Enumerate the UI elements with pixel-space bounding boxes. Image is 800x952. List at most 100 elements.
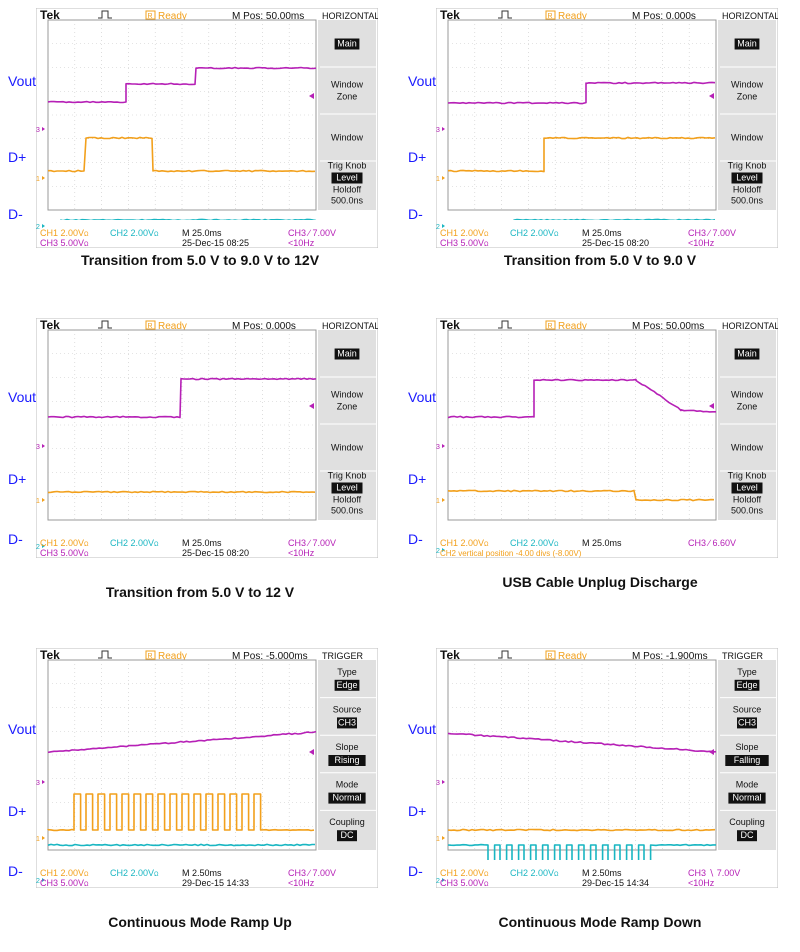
ch3-reference-marker: 3 <box>36 780 40 787</box>
trigger-frequency: <10Hz <box>288 238 315 248</box>
waveform-ch1 <box>48 491 315 492</box>
ch2-scale: CH2 2.00V <box>110 538 154 548</box>
ch1-reference-marker: 1 <box>36 498 40 505</box>
menu-label: Window <box>331 80 364 90</box>
menu-selected-value: Level <box>336 483 358 493</box>
trigger-readout: CH3 ∕ 7.00V <box>288 228 336 238</box>
ch1-scale: CH1 2.00V <box>440 538 484 548</box>
channel-label-dminus: D- <box>408 206 423 222</box>
menu-label: 500.0ns <box>731 196 764 206</box>
menu-selected-value: Main <box>737 349 757 359</box>
menu-label: Window <box>731 80 764 90</box>
menu-item-1[interactable]: Main <box>735 349 760 360</box>
menu-label: Trig Knob <box>728 471 767 481</box>
menu-selected-value: DC <box>741 830 754 840</box>
menu-label: Zone <box>337 402 358 412</box>
ch3-scale: CH3 5.00V <box>40 238 84 248</box>
menu-selected-value: Rising <box>334 755 359 765</box>
scope-screen-4: Tek R Ready M Pos: 50.00ms HORIZONTAL Main Win… <box>436 318 778 558</box>
menu-selected-value: Main <box>737 39 757 49</box>
menu-section-title: HORIZONTAL <box>722 11 778 21</box>
scope-screen-6: Tek R Ready M Pos: -1.900ms TRIGGERTypeEdgeS… <box>436 648 778 888</box>
menu-selected-value: Edge <box>736 680 757 690</box>
menu-label: Window <box>731 443 764 453</box>
vertical-position-readout: CH2 vertical position -4.00 divs (-8.00V… <box>440 549 582 558</box>
channel-label-dminus: D- <box>8 206 23 222</box>
bw-limit-icon: Ω <box>154 542 159 548</box>
bw-limit-icon: Ω <box>554 872 559 878</box>
ch1-scale: CH1 2.00V <box>440 228 484 238</box>
ch1-reference-marker: 1 <box>436 498 440 505</box>
bw-limit-icon: Ω <box>84 552 89 558</box>
bw-limit-icon: Ω <box>484 882 489 888</box>
menu-label: Coupling <box>729 817 765 827</box>
menu-label: Coupling <box>329 817 365 827</box>
timestamp: 25-Dec-15 08:20 <box>582 238 649 248</box>
menu-label: Zone <box>737 92 758 102</box>
panel-caption-5: Continuous Mode Ramp Up <box>0 914 400 930</box>
channel-label-dplus: D+ <box>408 471 426 487</box>
menu-item-1[interactable]: Main <box>335 349 360 360</box>
bw-limit-icon: Ω <box>154 872 159 878</box>
menu-label: Type <box>337 667 357 677</box>
ch1-reference-marker: 1 <box>436 176 440 183</box>
ch2-scale: CH2 2.00V <box>110 868 154 878</box>
ch1-scale: CH1 2.00V <box>440 868 484 878</box>
scope-screen-1: Tek R Ready M Pos: 50.00ms HORIZONTAL Main Win… <box>36 8 378 248</box>
panel-caption-6: Continuous Mode Ramp Down <box>400 914 800 930</box>
ch1-reference-marker: 1 <box>36 176 40 183</box>
scope-screen-2: Tek R Ready M Pos: 0.000s HORIZONTALMainWind… <box>436 8 778 248</box>
menu-label: Zone <box>737 402 758 412</box>
ch2-scale: CH2 2.00V <box>510 538 554 548</box>
menu-label: Mode <box>336 780 359 790</box>
menu-selected-value: CH3 <box>338 717 356 727</box>
trigger-readout: CH3 ∕ 7.00V <box>688 228 736 238</box>
channel-label-vout: Vout <box>8 721 36 737</box>
menu-section-title: TRIGGER <box>722 651 764 661</box>
menu-label: Mode <box>736 780 759 790</box>
menu-selected-value: Falling <box>734 755 761 765</box>
menu-selected-value: Edge <box>336 680 357 690</box>
timebase: M 25.0ms <box>182 538 222 548</box>
menu-label: 500.0ns <box>731 506 764 516</box>
timestamp: 25-Dec-15 08:20 <box>182 548 249 558</box>
channel-label-vout: Vout <box>408 73 436 89</box>
menu-label: Slope <box>735 742 758 752</box>
bw-limit-icon: Ω <box>484 542 489 548</box>
timestamp: 25-Dec-15 08:25 <box>182 238 249 248</box>
timestamp: 29-Dec-15 14:34 <box>582 878 649 888</box>
bw-limit-icon: Ω <box>484 242 489 248</box>
menu-label: Slope <box>335 742 358 752</box>
bw-limit-icon: Ω <box>154 232 159 238</box>
waveform-ch1 <box>448 829 715 830</box>
menu-label: Window <box>731 390 764 400</box>
graticule <box>448 20 716 210</box>
menu-selected-value: CH3 <box>738 717 756 727</box>
menu-item-1[interactable]: Main <box>735 39 760 50</box>
menu-item-1[interactable]: Main <box>335 39 360 50</box>
ready-icon-letter: R <box>148 13 153 20</box>
ch1-scale: CH1 2.00V <box>40 538 84 548</box>
trigger-frequency: <10Hz <box>288 878 315 888</box>
bw-limit-icon: Ω <box>554 542 559 548</box>
menu-label: Window <box>331 443 364 453</box>
ch1-scale: CH1 2.00V <box>40 228 84 238</box>
trigger-readout: CH3 ∕ 7.00V <box>288 868 336 878</box>
menu-selected-value: Level <box>736 483 758 493</box>
menu-label: 500.0ns <box>331 196 364 206</box>
channel-label-dplus: D+ <box>408 803 426 819</box>
channel-label-dminus: D- <box>8 863 23 879</box>
ch3-scale: CH3 5.00V <box>440 878 484 888</box>
channel-label-dplus: D+ <box>8 149 26 165</box>
menu-label: Trig Knob <box>728 161 767 171</box>
timebase: M 2.50ms <box>582 868 622 878</box>
panel-caption-3: Transition from 5.0 V to 12 V <box>0 584 400 600</box>
menu-selected-value: Normal <box>332 793 361 803</box>
ready-icon-letter: R <box>548 653 553 660</box>
timebase: M 25.0ms <box>582 228 622 238</box>
ch3-reference-marker: 3 <box>36 127 40 134</box>
bw-limit-icon: Ω <box>84 232 89 238</box>
menu-label: Window <box>331 390 364 400</box>
timebase: M 25.0ms <box>182 228 222 238</box>
menu-label: 500.0ns <box>331 506 364 516</box>
